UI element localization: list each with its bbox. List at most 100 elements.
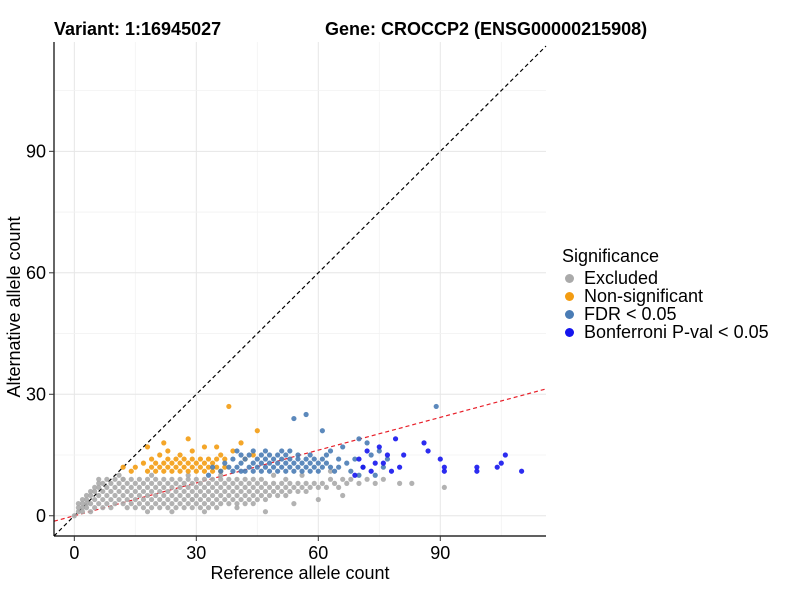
point-excluded: [319, 480, 325, 486]
point-fdr-0-05: [319, 428, 325, 434]
point-fdr-0-05: [372, 472, 378, 478]
identity-reference-line: [53, 45, 547, 537]
point-non-significant: [177, 468, 183, 474]
point-excluded: [197, 496, 203, 503]
point-excluded: [165, 496, 171, 503]
point-excluded: [108, 488, 114, 495]
point-excluded: [112, 492, 118, 499]
point-excluded: [234, 484, 240, 491]
point-bonferroni-p-val-0-05: [368, 468, 374, 474]
legend-title: Significance: [562, 246, 660, 266]
point-excluded: [205, 488, 212, 495]
point-fdr-0-05: [279, 464, 285, 470]
point-excluded: [250, 476, 256, 482]
point-excluded: [140, 505, 147, 511]
point-excluded: [189, 496, 195, 503]
point-excluded: [185, 472, 191, 478]
point-bonferroni-p-val-0-05: [364, 448, 370, 454]
point-excluded: [157, 496, 163, 503]
point-fdr-0-05: [246, 464, 252, 470]
point-excluded: [258, 492, 264, 499]
point-excluded: [291, 484, 297, 491]
point-fdr-0-05: [238, 452, 244, 458]
point-excluded: [124, 505, 130, 511]
point-excluded: [136, 501, 142, 507]
point-fdr-0-05: [299, 460, 305, 466]
point-fdr-0-05: [307, 460, 313, 466]
point-excluded: [295, 488, 301, 495]
y-axis-label: Alternative allele count: [4, 216, 24, 397]
point-excluded: [279, 480, 285, 486]
point-fdr-0-05: [291, 460, 297, 466]
point-excluded: [270, 480, 277, 486]
point-fdr-0-05: [336, 456, 342, 462]
point-non-significant: [201, 460, 208, 466]
point-excluded: [344, 480, 350, 486]
point-fdr-0-05: [234, 464, 240, 470]
point-excluded: [104, 476, 110, 482]
point-excluded: [193, 492, 199, 499]
point-excluded: [185, 501, 191, 507]
legend-label-non-significant: Non-significant: [584, 285, 704, 306]
point-fdr-0-05: [283, 452, 289, 458]
point-excluded: [177, 492, 183, 499]
point-excluded: [270, 488, 277, 495]
point-bonferroni-p-val-0-05: [502, 452, 508, 458]
point-fdr-0-05: [275, 460, 281, 466]
point-excluded: [132, 505, 138, 511]
point-excluded: [136, 476, 142, 482]
point-excluded: [197, 480, 203, 486]
point-excluded: [173, 480, 179, 486]
point-excluded: [157, 480, 163, 486]
point-fdr-0-05: [262, 464, 269, 470]
point-excluded: [87, 501, 94, 507]
point-excluded: [104, 484, 110, 491]
point-excluded: [323, 484, 330, 491]
point-bonferroni-p-val-0-05: [519, 468, 525, 474]
point-excluded: [201, 476, 208, 482]
point-excluded: [169, 484, 175, 491]
point-non-significant: [157, 464, 163, 470]
point-excluded: [262, 488, 269, 495]
point-excluded: [197, 488, 203, 495]
point-excluded: [71, 513, 77, 519]
point-non-significant: [226, 403, 232, 410]
point-excluded: [83, 496, 90, 503]
point-excluded: [372, 480, 378, 486]
point-excluded: [311, 480, 317, 486]
point-excluded: [148, 488, 155, 495]
point-bonferroni-p-val-0-05: [372, 460, 378, 466]
point-excluded: [234, 505, 240, 511]
point-fdr-0-05: [319, 456, 325, 462]
axes: 0 30 60 90 0 30 60 90: [26, 42, 546, 563]
point-excluded: [327, 476, 334, 482]
point-excluded: [124, 480, 130, 486]
point-excluded: [165, 488, 171, 495]
point-excluded: [153, 501, 159, 507]
point-excluded: [128, 476, 134, 482]
point-non-significant: [177, 460, 183, 466]
point-non-significant: [148, 456, 155, 462]
point-non-significant: [250, 452, 256, 458]
point-fdr-0-05: [205, 472, 212, 478]
point-excluded: [250, 492, 256, 499]
point-excluded: [254, 488, 260, 495]
point-excluded: [96, 480, 102, 486]
point-excluded: [283, 492, 289, 499]
point-excluded: [87, 488, 94, 495]
point-excluded: [132, 496, 138, 503]
point-fdr-0-05: [287, 448, 293, 454]
point-excluded: [242, 492, 248, 499]
point-excluded: [181, 505, 187, 511]
point-fdr-0-05: [307, 468, 313, 474]
point-non-significant: [120, 464, 126, 470]
point-excluded: [148, 472, 155, 478]
point-excluded: [218, 476, 224, 482]
point-non-significant: [214, 464, 220, 470]
point-excluded: [148, 505, 155, 511]
point-bonferroni-p-val-0-05: [441, 464, 447, 470]
point-excluded: [250, 484, 256, 491]
point-excluded: [96, 492, 102, 499]
point-fdr-0-05: [303, 464, 309, 470]
legend-label-excluded: Excluded: [584, 267, 659, 288]
